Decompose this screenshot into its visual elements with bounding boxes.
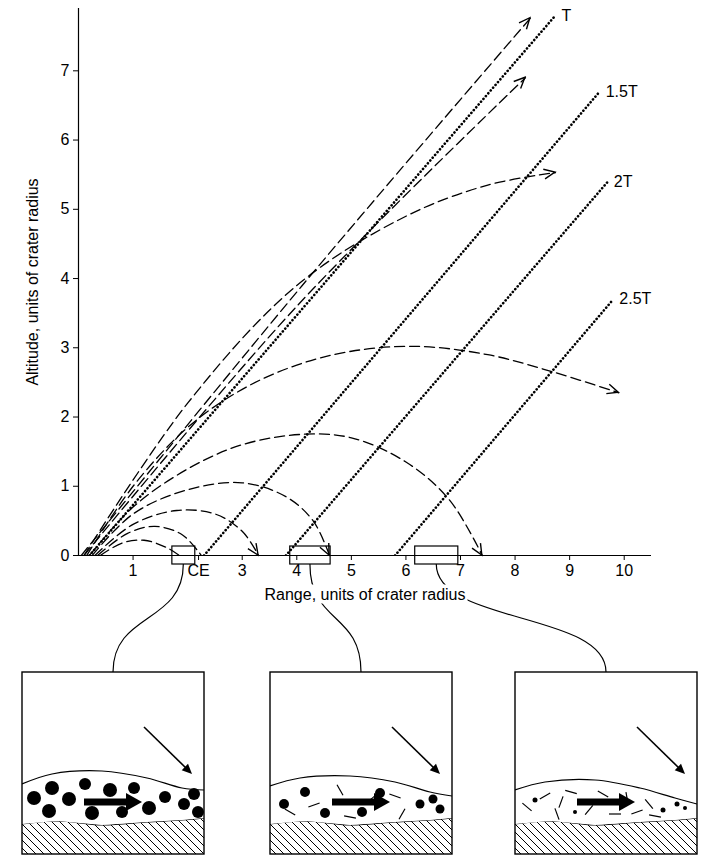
svg-text:7: 7 bbox=[456, 561, 465, 579]
svg-text:1.5T: 1.5T bbox=[606, 83, 638, 100]
svg-text:5: 5 bbox=[61, 200, 70, 217]
svg-text:6: 6 bbox=[401, 562, 410, 579]
svg-text:Range, units of crater radius: Range, units of crater radius bbox=[265, 586, 466, 603]
svg-text:2T: 2T bbox=[614, 173, 633, 190]
svg-text:3: 3 bbox=[238, 562, 247, 579]
svg-text:4: 4 bbox=[292, 561, 302, 579]
svg-text:8: 8 bbox=[511, 562, 520, 579]
svg-text:1: 1 bbox=[129, 562, 138, 579]
svg-text:Altitude, units of crater radi: Altitude, units of crater radius bbox=[24, 178, 41, 385]
svg-text:CE: CE bbox=[187, 561, 210, 579]
svg-text:5: 5 bbox=[347, 562, 356, 579]
svg-text:9: 9 bbox=[565, 562, 574, 579]
svg-text:7: 7 bbox=[61, 62, 70, 79]
svg-text:3: 3 bbox=[61, 339, 70, 356]
svg-text:1: 1 bbox=[61, 477, 70, 494]
svg-text:2.5T: 2.5T bbox=[619, 290, 651, 307]
svg-text:4: 4 bbox=[61, 270, 70, 287]
svg-text:2: 2 bbox=[61, 408, 70, 425]
svg-text:6: 6 bbox=[61, 131, 70, 148]
svg-text:10: 10 bbox=[615, 562, 633, 579]
svg-text:T: T bbox=[561, 7, 571, 24]
svg-text:0: 0 bbox=[61, 547, 70, 564]
